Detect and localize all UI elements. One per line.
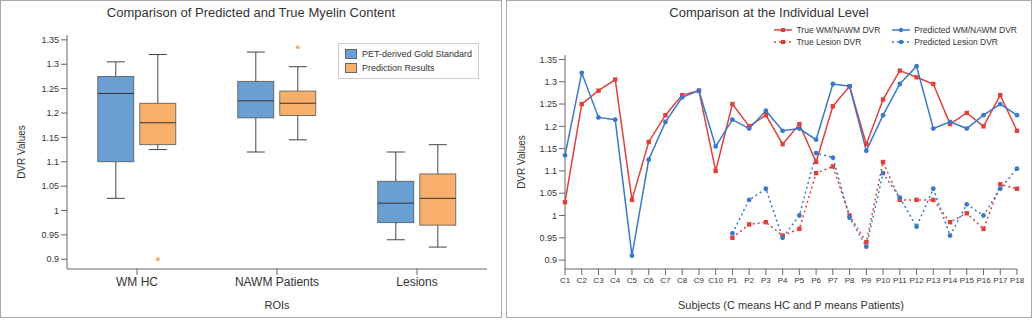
svg-text:C4: C4: [610, 276, 621, 285]
svg-text:1.2: 1.2: [544, 122, 557, 132]
svg-text:Lesions: Lesions: [396, 275, 437, 289]
svg-text:1.1: 1.1: [544, 166, 557, 176]
svg-text:1.05: 1.05: [41, 181, 59, 191]
svg-text:1.35: 1.35: [41, 35, 59, 45]
svg-text:P11: P11: [893, 276, 907, 285]
svg-text:P6: P6: [811, 276, 821, 285]
svg-text:1.15: 1.15: [539, 144, 557, 154]
svg-text:ROIs: ROIs: [264, 299, 290, 311]
svg-text:C8: C8: [677, 276, 688, 285]
svg-text:1.15: 1.15: [41, 133, 59, 143]
html-text:True Lesion DVR: True Lesion DVR: [796, 37, 862, 47]
svg-text:C5: C5: [627, 276, 638, 285]
svg-text:P14: P14: [943, 276, 958, 285]
svg-text:P7: P7: [828, 276, 838, 285]
svg-text:C9: C9: [694, 276, 705, 285]
svg-text:0.9: 0.9: [46, 254, 59, 264]
html-text:Comparison at the Individual L: Comparison at the Individual Level: [669, 5, 869, 20]
svg-text:P13: P13: [926, 276, 941, 285]
html-text:PET-derived Gold Standard: PET-derived Gold Standard: [361, 49, 472, 59]
svg-text:0.95: 0.95: [539, 233, 557, 243]
svg-text:1.3: 1.3: [46, 59, 59, 69]
svg-text:1.1: 1.1: [46, 157, 59, 167]
svg-text:P17: P17: [993, 276, 1008, 285]
svg-text:P2: P2: [744, 276, 754, 285]
svg-text:1.3: 1.3: [544, 77, 557, 87]
svg-text:0.95: 0.95: [41, 230, 59, 240]
svg-text:P12: P12: [909, 276, 924, 285]
svg-text:P18: P18: [1010, 276, 1024, 285]
svg-text:1.05: 1.05: [539, 188, 557, 198]
svg-text:P15: P15: [960, 276, 975, 285]
svg-text:C6: C6: [644, 276, 655, 285]
svg-text:WM HC: WM HC: [116, 275, 158, 289]
svg-text:C2: C2: [577, 276, 588, 285]
html-text:Comparison of Predicted and Tr: Comparison of Predicted and True Myelin …: [106, 5, 396, 20]
svg-text:C3: C3: [593, 276, 604, 285]
svg-text:1.25: 1.25: [539, 99, 557, 109]
svg-text:1.35: 1.35: [539, 55, 557, 65]
svg-text:P10: P10: [876, 276, 891, 285]
svg-text:C7: C7: [660, 276, 671, 285]
svg-text:P1: P1: [728, 276, 738, 285]
svg-text:0.9: 0.9: [544, 255, 557, 265]
html-text:Predicted Lesion DVR: Predicted Lesion DVR: [914, 37, 998, 47]
svg-text:P4: P4: [778, 276, 788, 285]
svg-text:1: 1: [54, 206, 59, 216]
svg-text:1.2: 1.2: [46, 108, 59, 118]
svg-text:1.25: 1.25: [41, 84, 59, 94]
svg-text:C1: C1: [560, 276, 571, 285]
html-text:Predicted WM/NAWM DVR: Predicted WM/NAWM DVR: [914, 25, 1017, 35]
html-text:True WM/NAWM DVR: True WM/NAWM DVR: [796, 25, 881, 35]
svg-text:1: 1: [552, 211, 557, 221]
svg-text:P5: P5: [794, 276, 804, 285]
svg-text:P16: P16: [976, 276, 991, 285]
svg-text:DVR Values: DVR Values: [516, 135, 527, 189]
svg-text:C10: C10: [708, 276, 723, 285]
html-text:Prediction Results: Prediction Results: [361, 63, 435, 73]
svg-text:P9: P9: [861, 276, 871, 285]
svg-text:P8: P8: [845, 276, 855, 285]
svg-text:NAWM Patients: NAWM Patients: [235, 275, 319, 289]
svg-text:Subjects (C means HC and P mea: Subjects (C means HC and P means Patient…: [678, 299, 904, 311]
svg-text:DVR Values: DVR Values: [16, 125, 27, 179]
svg-text:P3: P3: [761, 276, 771, 285]
